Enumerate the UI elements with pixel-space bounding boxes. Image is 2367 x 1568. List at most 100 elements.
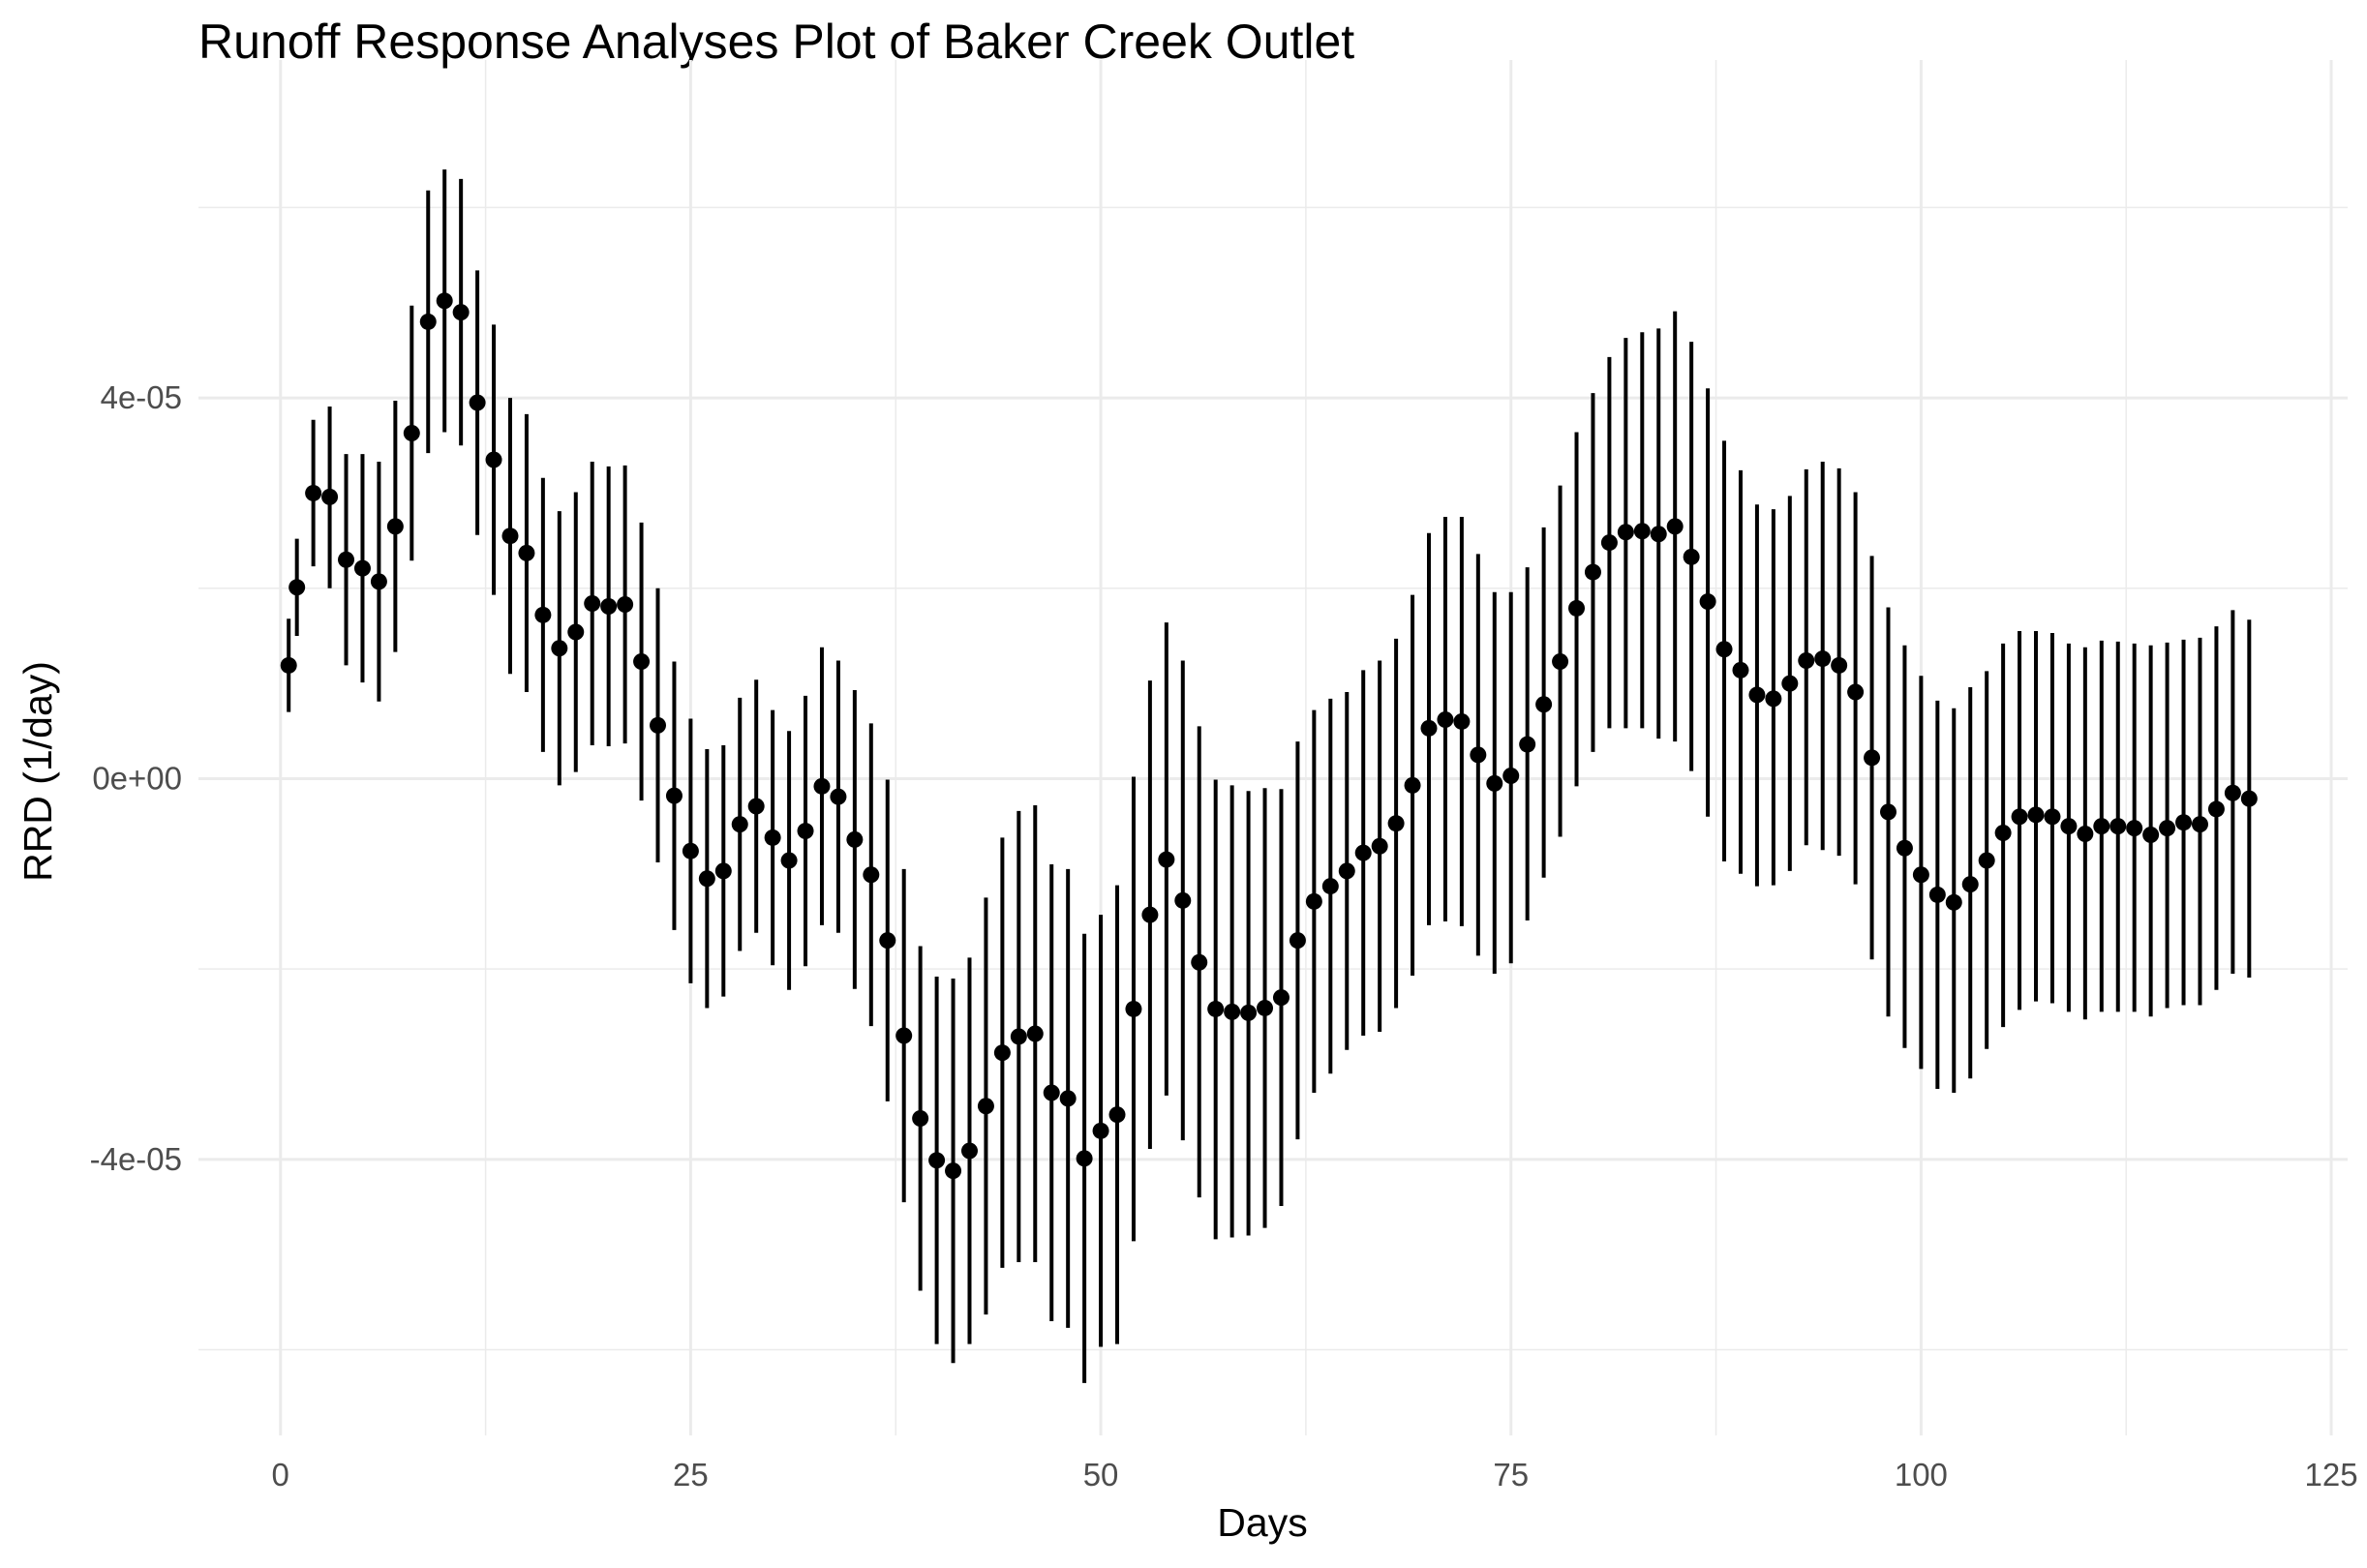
y-tick-label: 0e+00 [92,760,182,796]
data-point [1814,650,1832,668]
data-point [403,424,420,441]
data-point [485,451,502,468]
data-point [1257,999,1274,1016]
y-axis-tick-labels: 4e-05 0e+00 -4e-05 [90,379,182,1177]
data-point [1453,712,1471,730]
data-point [912,1110,929,1128]
data-point [1831,656,1848,674]
data-point [650,716,667,734]
data-point [321,488,339,505]
data-point [1371,837,1388,855]
data-point [780,852,798,869]
data-point [600,597,618,615]
data-point [1321,878,1339,895]
data-point [1633,523,1651,540]
data-point [1470,746,1487,764]
data-point [1240,1004,1258,1021]
y-axis-title: RRD (1/day) [15,661,60,882]
data-point [863,866,880,884]
data-point [1928,886,1946,903]
data-point [2240,790,2258,807]
data-point [2175,814,2193,831]
data-point [2060,818,2078,835]
data-point [1092,1122,1109,1139]
data-point [1076,1150,1093,1167]
data-point [830,788,847,805]
x-tick-label: 25 [673,1457,709,1493]
data-point [436,292,453,310]
x-tick-label: 50 [1083,1457,1119,1493]
data-point [797,823,814,840]
data-point [353,559,371,577]
data-point [2011,808,2028,826]
data-point [584,595,601,613]
data-point [1650,526,1667,543]
data-point [1207,1000,1225,1017]
data-point [1715,641,1733,658]
data-point [1781,675,1799,692]
data-point [1191,953,1208,971]
data-point [1354,844,1372,861]
data-point [1158,851,1175,868]
data-point [665,787,683,804]
data-point [1535,696,1553,713]
data-point [1010,1028,1027,1045]
data-point [534,606,552,623]
data-point [993,1044,1011,1062]
data-point [1896,839,1913,857]
data-point [1552,653,1569,671]
data-point [1502,768,1520,785]
data-point [1798,652,1815,670]
data-point [1174,891,1192,909]
data-point [1272,989,1290,1007]
data-point [1437,710,1454,728]
major-gridlines [198,60,2348,1435]
data-point [1387,815,1405,832]
data-point [288,579,306,596]
data-point [1666,518,1684,535]
data-point [731,816,748,833]
x-tick-label: 125 [2305,1457,2358,1493]
data-point [1404,776,1421,794]
data-point [846,830,864,848]
data-point [1305,892,1322,910]
data-point [633,653,651,671]
data-point [1043,1084,1060,1101]
data-point [1584,563,1601,581]
data-point [1600,534,1618,552]
data-point [1912,866,1929,884]
data-point [469,394,486,411]
data-point [1847,683,1865,701]
data-point [1141,906,1159,923]
data-point [305,484,322,501]
data-point [1059,1090,1077,1107]
data-point [2044,808,2061,826]
data-point [551,640,568,657]
data-point [370,573,387,590]
data-point [764,829,781,846]
data-point [452,304,470,321]
data-point [1289,932,1306,950]
y-tick-label: -4e-05 [90,1141,182,1177]
data-point [2109,818,2127,835]
data-point [747,798,765,815]
data-point [2126,820,2143,837]
data-point [386,518,404,535]
data-point [960,1142,978,1160]
data-point [1224,1003,1241,1020]
data-point [1994,825,2012,842]
data-point [1945,893,1962,911]
data-point [280,656,297,674]
x-tick-label: 75 [1493,1457,1529,1493]
data-point [501,528,519,545]
data-point [1026,1025,1044,1042]
data-point [698,870,715,888]
data-point [1732,661,1749,678]
data-points [280,292,2258,1180]
data-point [1699,593,1716,611]
data-point [813,777,831,795]
data-point [2027,806,2045,824]
data-point [617,595,634,613]
data-point [1748,686,1766,704]
